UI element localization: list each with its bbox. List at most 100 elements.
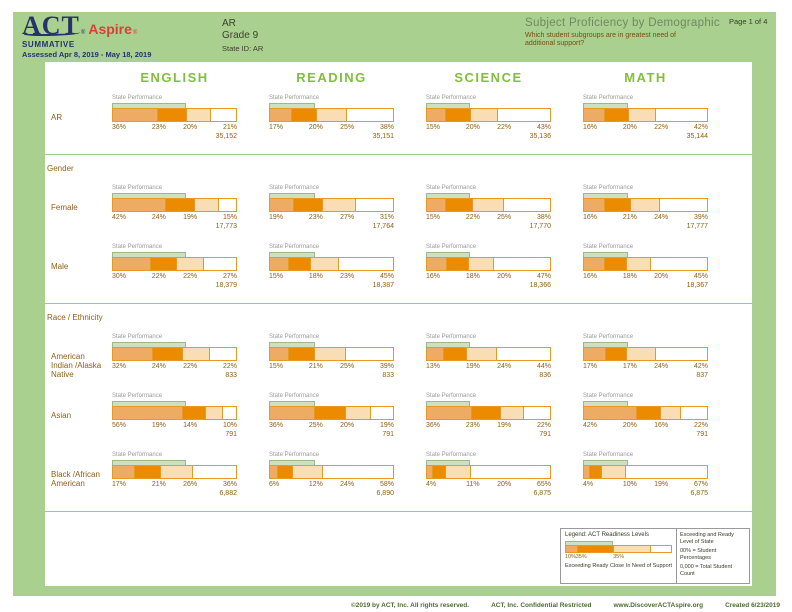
segment-exceeding	[270, 199, 294, 211]
demographic-row: Black /African American State Performance…	[45, 452, 752, 498]
segment-pct: 24%	[151, 363, 166, 370]
segment-ready	[157, 109, 186, 121]
readiness-stacked-bar	[426, 108, 551, 122]
charts-group: State Performance 32% 24% 22% 22% 833 State Pe…	[112, 334, 740, 380]
segment-pct: 20%	[497, 273, 512, 280]
state-performance-indicator	[426, 342, 470, 347]
readiness-stacked-bar	[583, 406, 708, 420]
segment-exceeding	[270, 109, 291, 121]
segment-percentages: 16% 18% 20% 45%	[583, 273, 708, 281]
segment-pct: 16%	[583, 273, 598, 280]
segment-exceeding	[113, 199, 165, 211]
proficiency-chart-math: State Performance 16% 21% 24% 39% 17,777	[583, 185, 708, 231]
report-context-block: AR Grade 9 State ID: AR	[222, 18, 263, 55]
segment-pct: 44%	[536, 363, 551, 370]
segment-percentages: 16% 21% 24% 39%	[583, 214, 708, 222]
segment-pct: 21%	[222, 124, 237, 131]
segment-in-need-of-support	[655, 109, 707, 121]
proficiency-chart-math: State Performance 16% 18% 20% 45% 18,367	[583, 244, 708, 290]
student-count: 35,151	[372, 133, 394, 140]
readiness-stacked-bar	[426, 198, 551, 212]
segment-close	[628, 109, 656, 121]
segment-ready	[588, 466, 602, 478]
legend-segment-close	[613, 546, 650, 552]
segment-close	[205, 407, 223, 419]
segment-close	[176, 258, 204, 270]
readiness-stacked-bar	[583, 198, 708, 212]
segment-in-need-of-support	[522, 407, 550, 419]
legend-level-in-need-of-support: In Need of Support	[625, 563, 672, 569]
demographic-row: AR State Performance 36% 23% 20% 21% 35,152 Sta…	[45, 95, 752, 141]
segment-pct: 22%	[151, 273, 166, 280]
segment-in-need-of-support	[624, 466, 707, 478]
segment-exceeding	[270, 466, 278, 478]
segment-ready	[293, 199, 322, 211]
state-performance-label: State Performance	[269, 334, 320, 340]
segment-exceeding	[427, 348, 443, 360]
segment-pct: 6%	[269, 481, 280, 488]
segment-pct: 15%	[426, 214, 441, 221]
report-body-panel: ENGLISH READING SCIENCE MATH AR State Perform…	[45, 62, 752, 586]
segment-close	[472, 199, 504, 211]
segment-in-need-of-support	[470, 466, 550, 478]
segment-percentages: 15% 22% 25% 38%	[426, 214, 551, 222]
segment-pct: 36%	[269, 422, 284, 429]
segment-pct: 18%	[465, 273, 480, 280]
segment-percentages: 15% 20% 22% 43%	[426, 124, 551, 132]
report-footer: ©2019 by ACT, Inc. All rights reserved. …	[0, 602, 792, 609]
state-performance-indicator	[269, 252, 316, 257]
segment-pct: 18%	[308, 273, 323, 280]
segment-pct: 11%	[466, 481, 480, 488]
demographic-row: American Indian /Alaska Native State Perf…	[45, 334, 752, 380]
readiness-stacked-bar	[269, 198, 394, 212]
segment-pct: 20%	[622, 422, 637, 429]
segment-pct: 16%	[583, 214, 598, 221]
segment-ready	[277, 466, 293, 478]
state-performance-indicator	[112, 252, 186, 257]
proficiency-chart-reading: State Performance 15% 21% 25% 39% 833	[269, 334, 394, 380]
aspire-logo: Aspire	[88, 21, 132, 37]
demographic-label: American Indian /Alaska Native	[51, 352, 102, 379]
section-divider	[45, 511, 752, 512]
segment-pct: 42%	[693, 124, 708, 131]
organization-name: AR	[222, 18, 236, 29]
state-performance-label: State Performance	[583, 95, 634, 101]
segment-in-need-of-support	[497, 109, 550, 121]
legend-level-labels: Exceeding Ready Close In Need of Support	[565, 563, 672, 569]
legend-sample-percentages: 10% 35% 35%	[565, 554, 672, 560]
segment-pct: 21%	[622, 214, 637, 221]
proficiency-chart-reading: State Performance 19% 23% 27% 31% 17,764	[269, 185, 394, 231]
demographic-label: Female	[51, 203, 78, 212]
subject-header-english: ENGLISH	[140, 70, 209, 85]
demographic-row: Asian State Performance 56% 19% 14% 10% 791 Sta…	[45, 393, 752, 439]
segment-exceeding	[113, 109, 158, 121]
segment-pct: 42%	[112, 214, 127, 221]
proficiency-chart-science: State Performance 36% 23% 19% 22% 791	[426, 393, 551, 439]
segment-pct: 20%	[308, 124, 323, 131]
segment-in-need-of-support	[354, 199, 393, 211]
segment-exceeding	[427, 199, 446, 211]
readiness-stacked-bar	[112, 406, 237, 420]
segment-pct: 25%	[497, 214, 512, 221]
segment-close	[310, 258, 339, 270]
subject-header-math: MATH	[624, 70, 667, 85]
segment-pct: 17%	[583, 363, 598, 370]
segment-pct: 20%	[465, 124, 480, 131]
segment-pct: 13%	[426, 363, 441, 370]
readiness-stacked-bar	[112, 465, 237, 479]
segment-pct: 23%	[340, 273, 355, 280]
demographic-label: Black /African American	[51, 470, 100, 488]
proficiency-chart-math: State Performance 42% 20% 16% 22% 791	[583, 393, 708, 439]
readiness-stacked-bar	[112, 347, 237, 361]
demographic-row: Female State Performance 42% 24% 19% 15% 17,77…	[45, 185, 752, 231]
segment-pct: 42%	[583, 422, 598, 429]
student-count: 791	[696, 431, 708, 438]
segment-ready	[603, 258, 626, 270]
student-count: 35,136	[529, 133, 551, 140]
proficiency-chart-english: State Performance 17% 21% 26% 36% 6,882	[112, 452, 237, 498]
footer-created-date: Created 6/23/2019	[725, 602, 780, 609]
proficiency-chart-english: State Performance 36% 23% 20% 21% 35,152	[112, 95, 237, 141]
student-count: 837	[696, 372, 708, 379]
segment-close	[194, 199, 218, 211]
state-performance-label: State Performance	[112, 244, 163, 250]
